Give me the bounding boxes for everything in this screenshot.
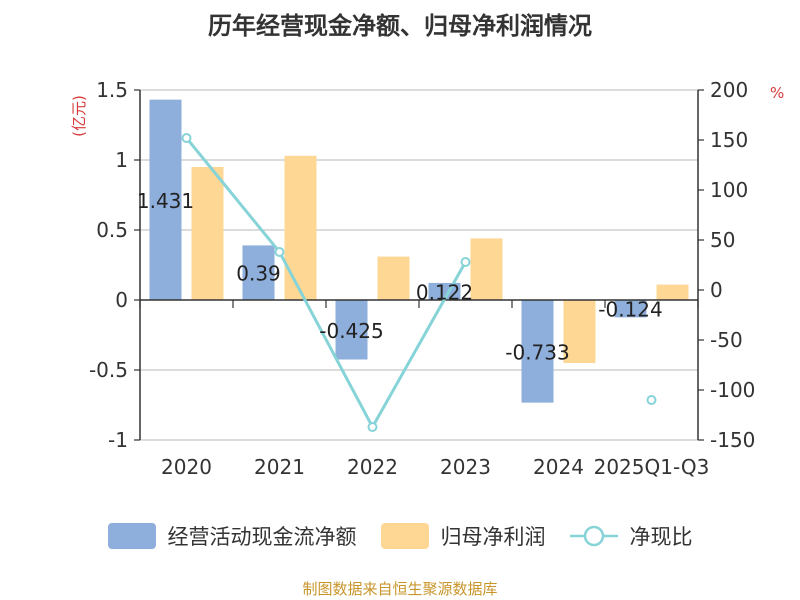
legend-item-profit[interactable]: 归母净利润 bbox=[380, 521, 546, 551]
bar-cash bbox=[614, 300, 647, 318]
bars bbox=[149, 99, 689, 403]
source-note: 制图数据来自恒生聚源数据库 bbox=[302, 580, 498, 598]
bar-profit bbox=[656, 284, 689, 300]
ratio-line bbox=[181, 133, 657, 432]
right-tick-label: 150 bbox=[710, 128, 748, 152]
cash-data-label: -0.733 bbox=[505, 340, 569, 364]
legend-swatch-cash bbox=[107, 523, 156, 549]
left-tick-label: 1 bbox=[115, 148, 128, 172]
right-tick-label: 100 bbox=[710, 178, 748, 202]
cash-data-label: -0.425 bbox=[319, 319, 383, 343]
legend-label-profit: 归母净利润 bbox=[440, 525, 546, 549]
ratio-point bbox=[367, 422, 378, 432]
bar-cash bbox=[335, 300, 368, 360]
chart-title: 历年经营现金净额、归母净利润情况 bbox=[208, 12, 592, 40]
left-tick-label: 0 bbox=[115, 288, 128, 312]
ratio-point bbox=[460, 257, 471, 267]
grid-lines bbox=[140, 89, 698, 441]
right-tick-label: 50 bbox=[710, 228, 735, 252]
left-tick-label: 0.5 bbox=[96, 218, 128, 242]
axes bbox=[134, 89, 704, 441]
data-labels: 1.431 0.39 -0.425 0.122 -0.733 -0.124 bbox=[137, 189, 663, 364]
bar-profit bbox=[284, 155, 317, 300]
right-tick-label: 0 bbox=[710, 278, 723, 302]
right-tick-label: 200 bbox=[710, 78, 748, 102]
cash-data-label: 0.122 bbox=[416, 280, 473, 304]
cash-data-label: -0.124 bbox=[598, 298, 662, 322]
legend-swatch-ratio bbox=[569, 525, 618, 547]
legend: 经营活动现金流净额 归母净利润 净现比 bbox=[0, 516, 800, 556]
legend-label-cash: 经营活动现金流净额 bbox=[167, 525, 357, 549]
right-tick-label: -50 bbox=[710, 328, 743, 352]
ratio-line-segment bbox=[185, 137, 467, 431]
legend-item-ratio[interactable]: 净现比 bbox=[569, 521, 693, 551]
cash-data-label: 1.431 bbox=[137, 189, 194, 213]
bar-profit bbox=[470, 238, 503, 300]
bar-profit bbox=[563, 300, 596, 363]
bar-cash bbox=[149, 99, 182, 300]
category-label: 2020 bbox=[161, 455, 212, 479]
left-tick-label: -0.5 bbox=[89, 358, 128, 382]
legend-label-ratio: 净现比 bbox=[629, 525, 693, 549]
bar-cash bbox=[521, 300, 554, 403]
category-label: 2022 bbox=[347, 455, 398, 479]
category-label: 2021 bbox=[254, 455, 305, 479]
category-label: 2024 bbox=[533, 455, 584, 479]
chart-svg: 1.431 0.39 -0.425 0.122 -0.733 -0.124 1.5 1 0.5… bbox=[70, 78, 784, 479]
bar-profit bbox=[191, 167, 224, 300]
legend-item-cash[interactable]: 经营活动现金流净额 bbox=[107, 521, 357, 551]
category-label: 2025Q1-Q3 bbox=[594, 455, 710, 479]
tick-labels: 1.510.50-0.5-1200150100500-50-100-150202… bbox=[89, 78, 755, 479]
bar-cash bbox=[242, 245, 275, 300]
right-tick-label: -150 bbox=[710, 428, 755, 452]
left-tick-label: 1.5 bbox=[96, 78, 128, 102]
left-tick-label: -1 bbox=[108, 428, 128, 452]
left-axis-label: (亿元) bbox=[70, 95, 88, 137]
right-tick-label: -100 bbox=[710, 378, 755, 402]
ratio-point bbox=[646, 395, 657, 405]
bar-profit bbox=[377, 256, 410, 300]
legend-swatch-profit bbox=[380, 523, 429, 549]
cash-data-label: 0.39 bbox=[236, 262, 281, 286]
ratio-point bbox=[181, 133, 192, 143]
ratio-point bbox=[274, 247, 285, 257]
category-label: 2023 bbox=[440, 455, 491, 479]
right-axis-label: % bbox=[770, 84, 784, 102]
